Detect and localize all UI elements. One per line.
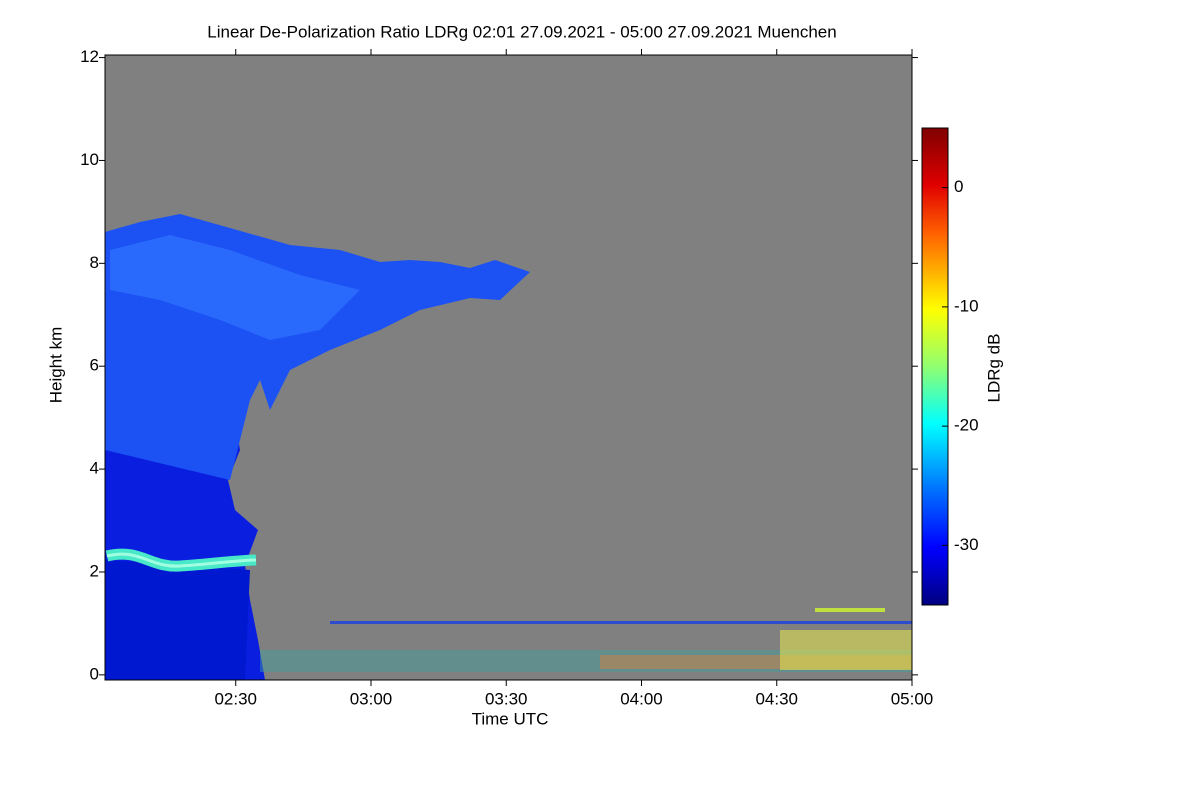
colorbar-label: LDRg dB bbox=[984, 334, 1003, 403]
plot-image bbox=[105, 55, 912, 680]
y-tick-label: 0 bbox=[90, 664, 99, 683]
x-tick-label: 05:00 bbox=[891, 689, 934, 708]
plot-frame bbox=[104, 54, 913, 681]
x-tick-label: 03:00 bbox=[350, 689, 393, 708]
x-tick-label: 04:00 bbox=[620, 689, 663, 708]
x-tick-label: 04:30 bbox=[755, 689, 798, 708]
y-tick-label: 4 bbox=[90, 459, 99, 478]
y-tick-label: 12 bbox=[80, 47, 99, 66]
colorbar bbox=[921, 127, 949, 606]
colorbar-tick-label: 0 bbox=[954, 177, 963, 196]
y-axis-label: Height km bbox=[46, 327, 65, 404]
y-tick-label: 2 bbox=[90, 561, 99, 580]
colorbar-tick-label: -10 bbox=[954, 296, 979, 315]
colorbar-tick-label: -20 bbox=[954, 416, 979, 435]
y-tick-label: 8 bbox=[90, 253, 99, 272]
x-tick-label: 02:30 bbox=[214, 689, 257, 708]
x-tick-label: 03:30 bbox=[485, 689, 528, 708]
y-tick-label: 10 bbox=[80, 150, 99, 169]
chart-title: Linear De-Polarization Ratio LDRg 02:01 … bbox=[207, 22, 836, 41]
x-axis-label: Time UTC bbox=[472, 709, 549, 728]
y-tick-label: 6 bbox=[90, 356, 99, 375]
colorbar-tick-label: -30 bbox=[954, 535, 979, 554]
